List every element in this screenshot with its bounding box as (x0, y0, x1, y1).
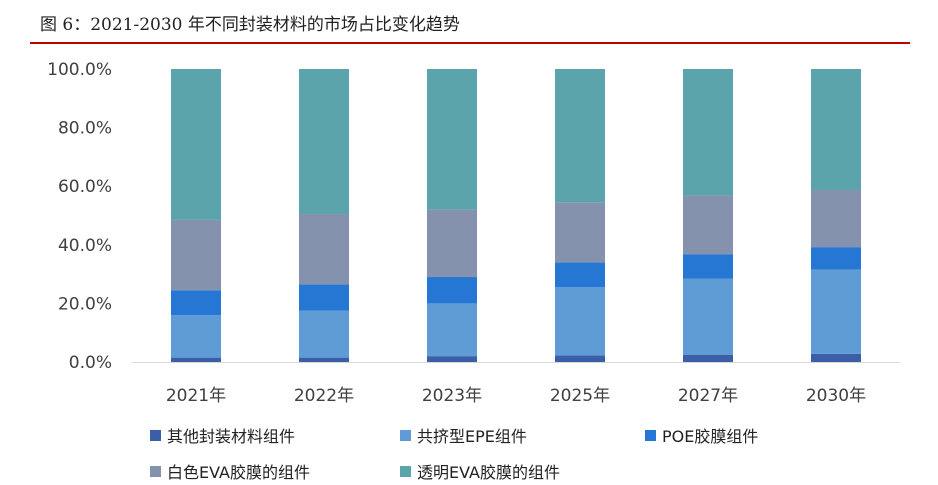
legend-swatch (150, 465, 161, 477)
legend-swatch (400, 465, 411, 477)
bar-segment (299, 310, 349, 358)
legend-label: POE胶膜组件 (662, 427, 759, 446)
legend-item: 共挤型EPE组件 (400, 423, 527, 447)
bar-segment (427, 303, 477, 357)
legend-item: 其他封装材料组件 (150, 423, 295, 447)
x-axis-ticks: 2021年 2022年 2023年 2025年 2027年 2030年 (166, 386, 866, 406)
x-tick-label: 2030年 (806, 386, 866, 406)
bar-segment (683, 254, 733, 279)
bar-segment (555, 287, 605, 356)
y-tick-label: 40.0% (58, 236, 112, 256)
bar-segment (171, 290, 221, 316)
x-tick-label: 2021年 (166, 386, 226, 406)
legend-item: POE胶膜组件 (645, 423, 758, 447)
bar-segment (811, 353, 861, 362)
legend-label: 共挤型EPE组件 (417, 427, 527, 446)
chart-title: 图 6：2021-2030 年不同封装材料的市场占比变化趋势 (40, 15, 460, 35)
legend-swatch (400, 429, 411, 441)
stacked-bar-chart: 0.0% 20.0% 40.0% 60.0% 80.0% 100.0% 2021年 2022… (47, 60, 900, 406)
legend-label: 透明EVA胶膜的组件 (417, 463, 560, 482)
bar-segment (811, 269, 861, 354)
bar-segment (427, 277, 477, 304)
bar-segment (811, 190, 861, 248)
y-tick-label: 20.0% (58, 294, 112, 314)
y-tick-label: 100.0% (47, 60, 112, 80)
title-rule (30, 42, 910, 44)
bar-segment (427, 356, 477, 362)
bar-segment (555, 262, 605, 288)
bar-segment (299, 214, 349, 285)
legend-item: 白色EVA胶膜的组件 (150, 459, 310, 483)
legend: 其他封装材料组件 共挤型EPE组件 POE胶膜组件白色EVA胶膜的组件 透明EVA胶膜… (150, 423, 850, 483)
bar-segment (683, 195, 733, 255)
bar-series-group (171, 69, 861, 362)
legend-item: 透明EVA胶膜的组件 (400, 459, 560, 483)
y-tick-label: 80.0% (58, 119, 112, 139)
x-tick-label: 2023年 (422, 386, 482, 406)
bar-segment (299, 357, 349, 362)
bar-segment (683, 278, 733, 355)
legend-label: 其他封装材料组件 (167, 427, 296, 446)
bar-segment (555, 69, 605, 203)
bar-segment (683, 354, 733, 362)
x-tick-label: 2022年 (294, 386, 354, 406)
bar-segment (171, 315, 221, 358)
bar-segment (299, 69, 349, 215)
y-tick-label: 60.0% (58, 177, 112, 197)
x-tick-label: 2027年 (678, 386, 738, 406)
x-tick-label: 2025年 (550, 386, 610, 406)
bar-segment (427, 209, 477, 278)
bar-segment (555, 202, 605, 263)
y-axis-ticks: 0.0% 20.0% 40.0% 60.0% 80.0% 100.0% (47, 60, 112, 373)
legend-swatch (645, 429, 656, 441)
bar-segment (171, 69, 221, 220)
bar-segment (427, 69, 477, 210)
bar-segment (811, 247, 861, 270)
bar-segment (683, 69, 733, 196)
y-tick-label: 0.0% (69, 353, 112, 373)
bar-segment (299, 284, 349, 311)
bar-segment (171, 357, 221, 362)
legend-label: 白色EVA胶膜的组件 (167, 463, 310, 482)
bar-segment (811, 69, 861, 191)
bar-segment (171, 219, 221, 291)
bar-segment (555, 355, 605, 362)
legend-swatch (150, 429, 161, 441)
